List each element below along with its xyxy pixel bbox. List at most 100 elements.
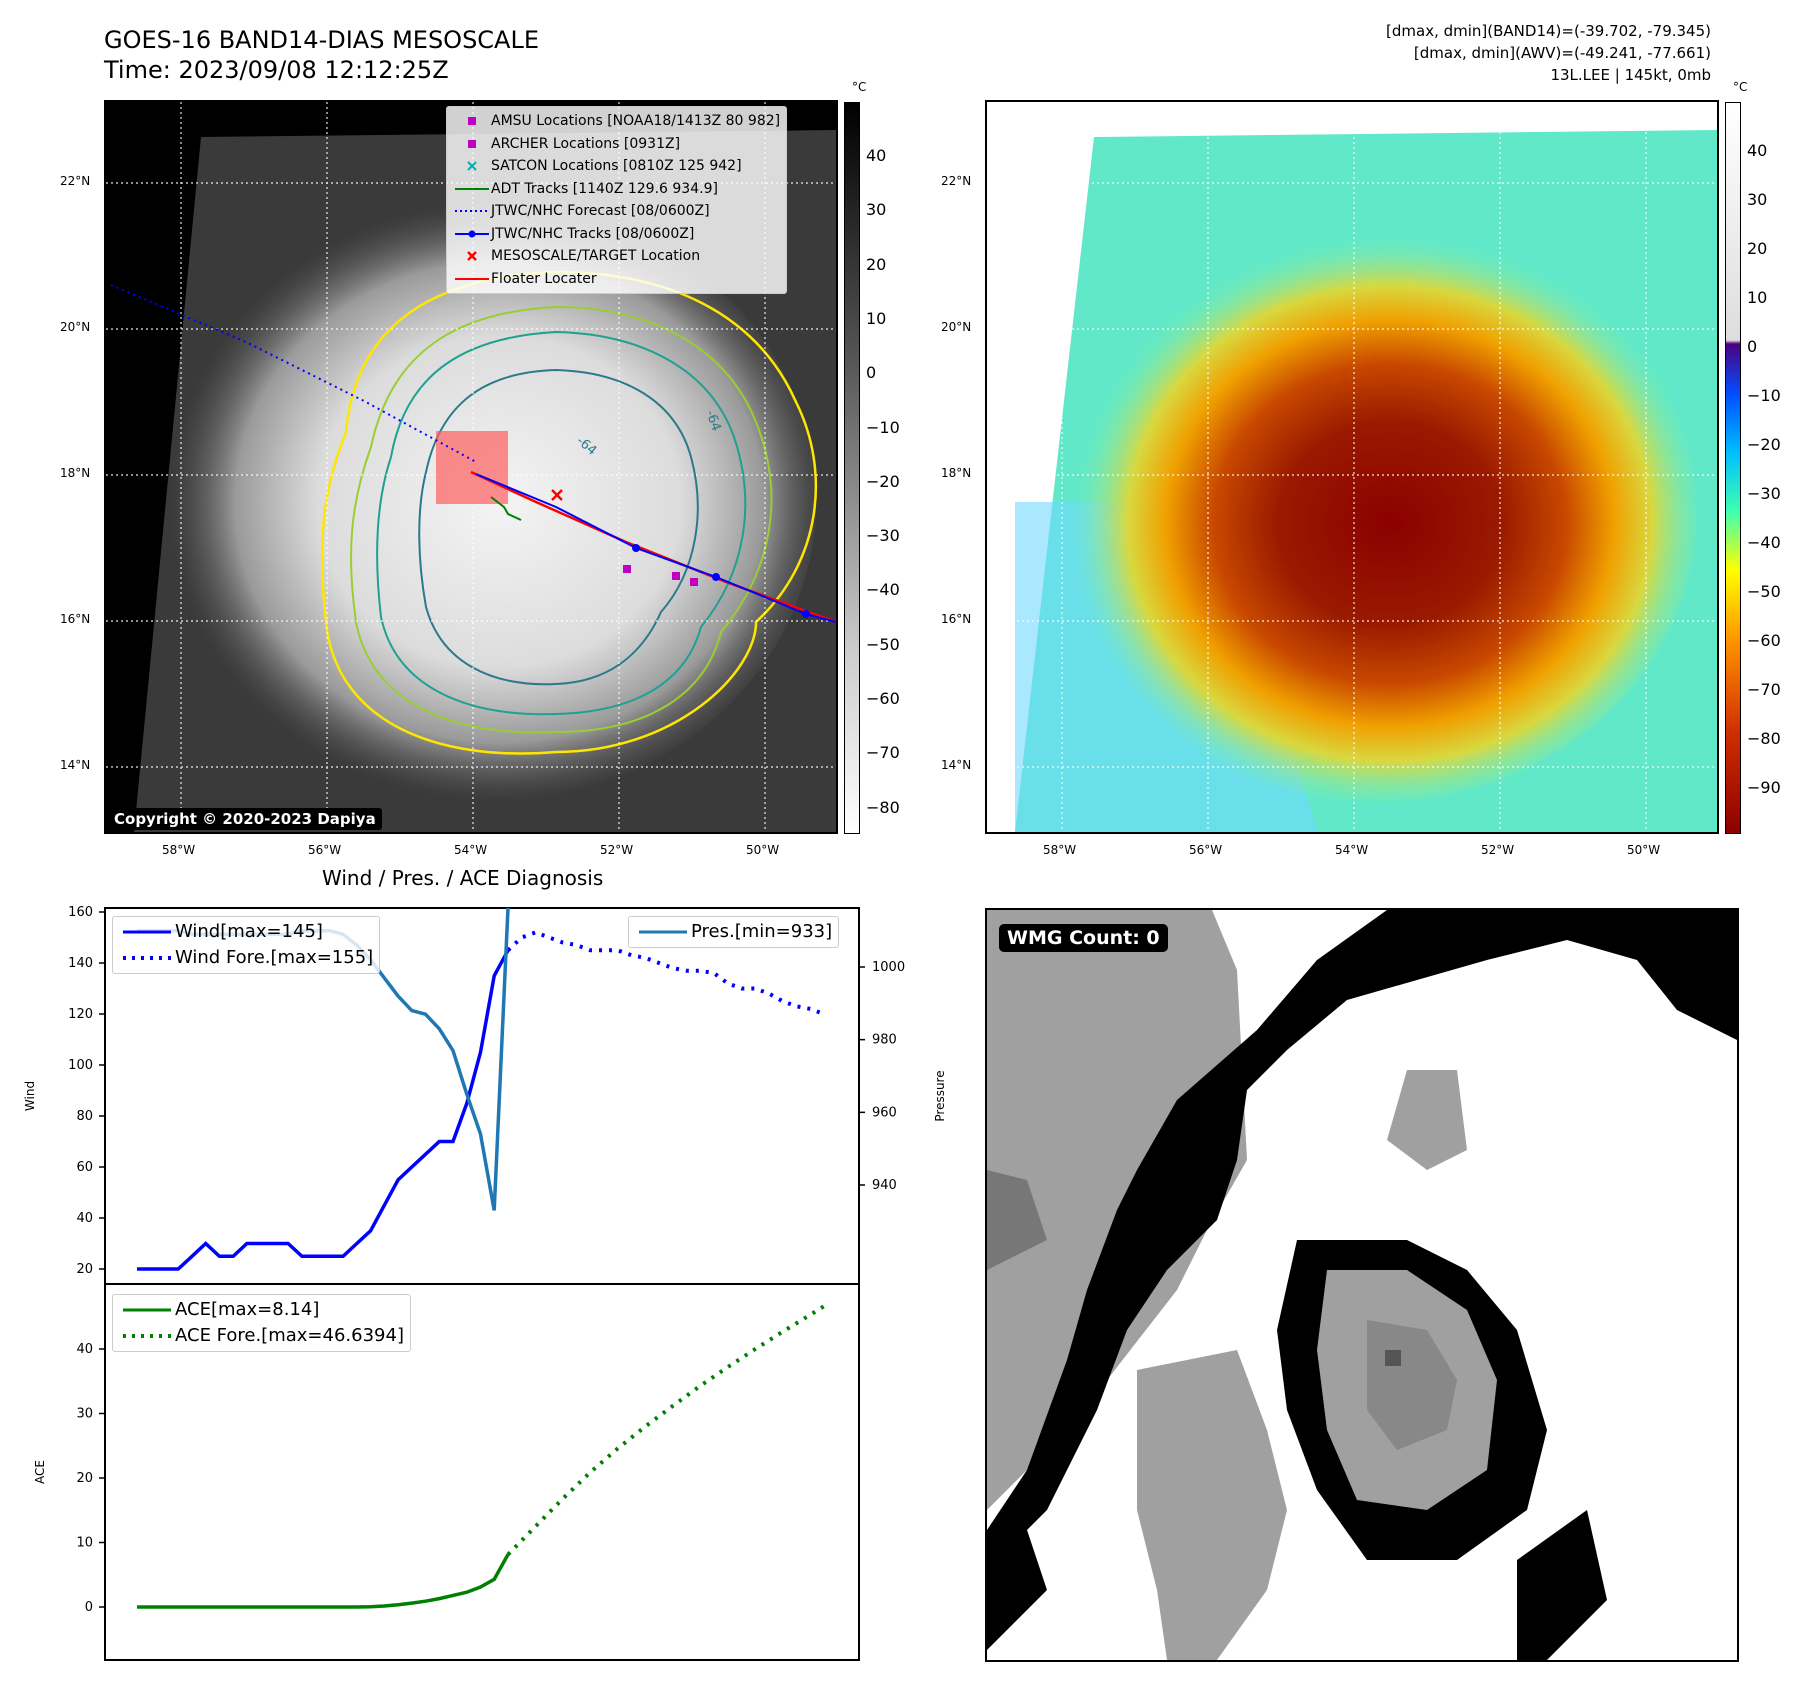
colorbar-tick-label: 0	[1747, 337, 1758, 356]
map-legend: AMSU Locations [NOAA18/1413Z 80 982] ARC…	[446, 106, 788, 294]
wind-forecast-series-line	[506, 930, 825, 1016]
colorbar-tick-label: −40	[1747, 533, 1781, 552]
info-awv: [dmax, dmin](AWV)=(-49.241, -77.661)	[1413, 44, 1711, 62]
contour-label-1: -64	[702, 408, 723, 433]
adt-track-line	[490, 496, 522, 521]
colorbar-tick-label: 20	[866, 254, 887, 274]
lat-label: 22°N	[60, 174, 91, 188]
wind-series-line	[137, 949, 510, 1271]
lat-label: 22°N	[941, 174, 972, 188]
solid-line-icon	[635, 919, 691, 945]
wind-tick-label: 40	[76, 1211, 93, 1226]
wmg-image	[987, 910, 1737, 1660]
lon-label: 50°W	[746, 843, 780, 857]
lat-label: 16°N	[60, 612, 91, 626]
lat-label: 20°N	[941, 320, 972, 334]
legend-wind-label: Wind[max=145]	[175, 921, 323, 942]
lon-label: 58°W	[162, 843, 196, 857]
legend-wind-fore-label: Wind Fore.[max=155]	[175, 947, 374, 968]
awv-map-panel	[985, 100, 1719, 834]
ace-tick-label: 10	[76, 1536, 93, 1551]
legend-amsu: AMSU Locations [NOAA18/1413Z 80 982]	[453, 110, 780, 133]
forecast-track-line	[110, 284, 477, 463]
legend-archer: ARCHER Locations [0931Z]	[453, 133, 780, 156]
pressure-tick-label: 980	[872, 1033, 897, 1048]
x-marker-icon	[453, 155, 491, 177]
legend-ace-fore-label: ACE Fore.[max=46.6394]	[175, 1325, 404, 1346]
ace-tick-label: 20	[76, 1471, 93, 1486]
info-band14: [dmax, dmin](BAND14)=(-39.702, -79.345)	[1386, 22, 1711, 40]
wind-tick-label: 140	[68, 956, 93, 971]
copyright-badge: Copyright © 2020-2023 Dapiya	[108, 808, 382, 830]
lon-label: 56°W	[308, 843, 342, 857]
colorbar-tick-label: 40	[866, 146, 887, 165]
ace-forecast-series-line	[506, 1304, 826, 1556]
colorbar-tick-label: −40	[866, 580, 900, 600]
colorbar-tick-label: −20	[1747, 435, 1781, 454]
wind-tick-label: 80	[76, 1109, 93, 1124]
colorbar-tick-label: −90	[1747, 778, 1781, 797]
wind-tick-label: 100	[68, 1058, 93, 1073]
lon-label: 56°W	[1189, 843, 1223, 857]
lon-label: 52°W	[600, 843, 634, 857]
lon-label: 54°W	[454, 843, 488, 857]
ace-axis-label: ACE	[33, 1460, 47, 1484]
map-title: GOES-16 BAND14-DIAS MESOSCALE	[104, 26, 540, 54]
square-marker-icon	[453, 110, 491, 132]
colorbar-tick-label: 30	[866, 200, 887, 220]
colorbar-unit: °C	[1733, 80, 1748, 94]
diagnosis-title: Wind / Pres. / ACE Diagnosis	[322, 866, 604, 890]
legend-floater: Floater Locater	[453, 268, 780, 291]
pressure-legend: Pres.[min=933]	[628, 916, 840, 948]
info-storm: 13L.LEE | 145kt, 0mb	[1550, 66, 1711, 84]
wind-tick-label: 120	[68, 1007, 93, 1022]
wind-tick-label: 160	[68, 905, 93, 920]
color-colorbar	[1725, 102, 1741, 834]
wind-tick-label: 20	[76, 1262, 93, 1277]
lat-label: 18°N	[60, 466, 91, 480]
solid-line-icon	[119, 1297, 175, 1323]
legend-ace-label: ACE[max=8.14]	[175, 1299, 320, 1320]
x-marker-icon	[453, 245, 491, 267]
ace-series-line	[137, 1553, 510, 1609]
wmg-panel: WMG Count: 0	[985, 908, 1739, 1662]
awv-map-image	[987, 102, 1717, 832]
colorbar-tick-label: −10	[1747, 386, 1781, 405]
legend-pres-label: Pres.[min=933]	[691, 921, 833, 942]
official-track-line	[475, 473, 836, 623]
wind-tick-label: 60	[76, 1160, 93, 1175]
lat-label: 14°N	[941, 758, 972, 772]
colorbar-tick-label: −70	[866, 743, 900, 763]
ace-tick-label: 0	[85, 1600, 93, 1615]
colorbar-tick-label: −80	[866, 797, 900, 817]
square-marker-icon	[453, 133, 491, 155]
pressure-tick-label: 940	[872, 1178, 897, 1193]
colorbar-tick-label: 20	[1747, 239, 1768, 258]
pressure-axis-label: Pressure	[933, 1070, 947, 1121]
colorbar-tick-label: 10	[866, 308, 887, 328]
legend-adt: ADT Tracks [1140Z 129.6 934.9]	[453, 178, 780, 201]
ir-map-panel: -64 -64 AMSU Locations [NOAA18/1413Z 80 …	[104, 100, 838, 834]
colorbar-tick-label: −80	[1747, 729, 1781, 748]
solid-line-icon	[453, 268, 491, 290]
colorbar-tick-label: −20	[866, 471, 900, 491]
map-time: Time: 2023/09/08 12:12:25Z	[104, 56, 449, 84]
solid-line-icon	[119, 919, 175, 945]
dotted-line-icon	[453, 200, 491, 222]
wmg-count-badge: WMG Count: 0	[999, 924, 1168, 952]
colorbar-unit: °C	[852, 80, 867, 94]
wind-axis-label: Wind	[23, 1081, 37, 1111]
grayscale-colorbar	[844, 102, 860, 834]
lon-label: 52°W	[1481, 843, 1515, 857]
dotted-line-icon	[119, 1323, 175, 1349]
colorbar-tick-label: 0	[866, 363, 877, 383]
colorbar-tick-label: 10	[1747, 288, 1768, 307]
colorbar-tick-label: 40	[1747, 141, 1768, 160]
colorbar-tick-label: −60	[1747, 631, 1781, 650]
lon-label: 54°W	[1335, 843, 1369, 857]
lat-label: 20°N	[60, 320, 91, 334]
legend-tracks: JTWC/NHC Tracks [08/0600Z]	[453, 223, 780, 246]
colorbar-tick-label: −50	[1747, 582, 1781, 601]
ace-tick-label: 40	[76, 1342, 93, 1357]
